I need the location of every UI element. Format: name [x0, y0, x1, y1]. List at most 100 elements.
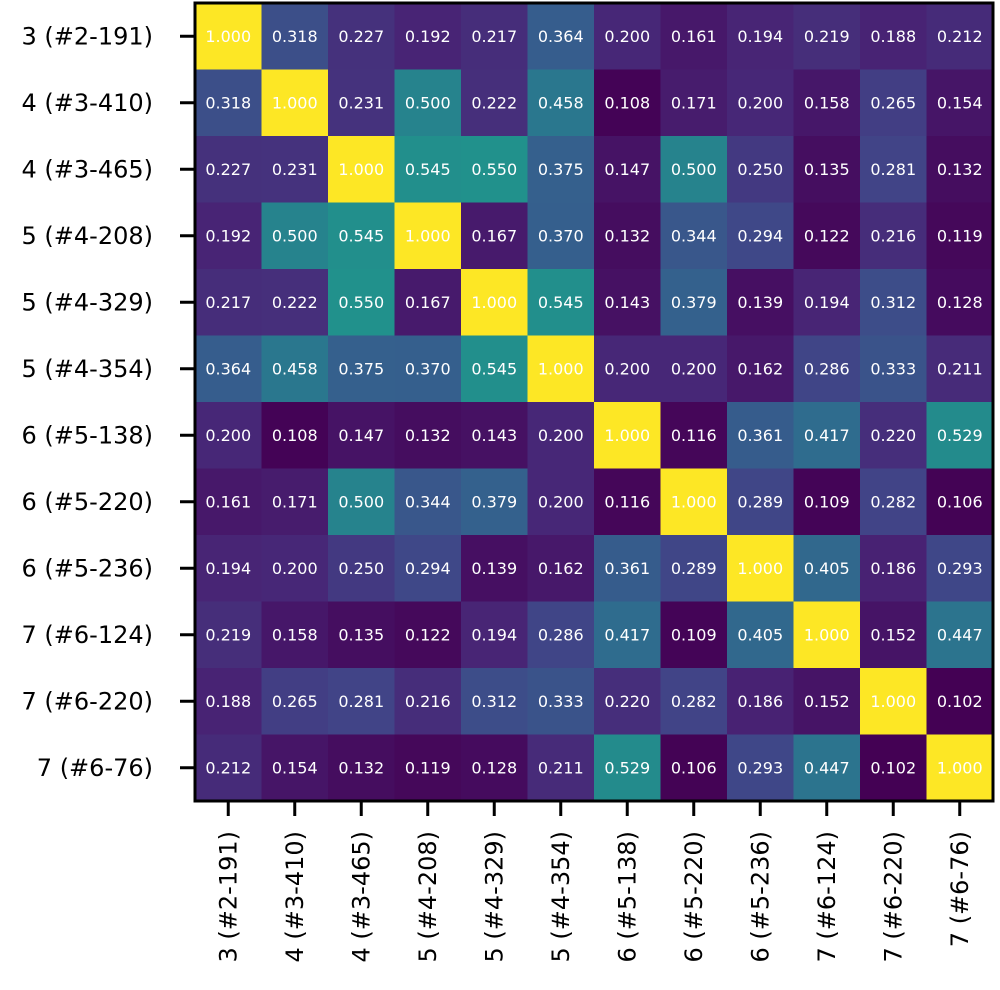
heatmap-cells [195, 3, 994, 802]
cell-value-label: 0.364 [205, 359, 251, 378]
cell-value-label: 0.219 [205, 625, 251, 644]
cell-value-label: 0.217 [471, 27, 517, 46]
heatmap-cell [926, 3, 994, 71]
cell-value-label: 0.212 [205, 758, 251, 777]
heatmap-cell [660, 136, 728, 204]
cell-value-label: 0.102 [937, 692, 983, 711]
heatmap-cell [461, 3, 529, 71]
cell-value-label: 0.161 [205, 492, 251, 511]
heatmap-cell [394, 3, 462, 71]
heatmap-cell [461, 202, 529, 270]
heatmap-cell [860, 535, 928, 603]
cell-value-label: 0.152 [804, 692, 850, 711]
heatmap-cell [195, 601, 263, 669]
x-tick-label: 5 (#4-354) [547, 831, 575, 962]
cell-value-label: 0.188 [205, 692, 251, 711]
heatmap-cell [328, 402, 396, 470]
cell-value-label: 0.171 [272, 492, 318, 511]
heatmap-cell [793, 69, 861, 137]
heatmap-cell [394, 69, 462, 137]
heatmap-cell [793, 535, 861, 603]
cell-value-label: 0.293 [737, 758, 783, 777]
cell-value-label: 0.282 [870, 492, 916, 511]
cell-value-label: 0.405 [737, 625, 783, 644]
heatmap-cell [461, 402, 529, 470]
heatmap-cell [660, 535, 728, 603]
heatmap-cell [727, 601, 795, 669]
heatmap-cell [793, 136, 861, 204]
heatmap-cell [660, 668, 728, 736]
heatmap-cell [394, 668, 462, 736]
x-tick-label: 6 (#5-220) [680, 831, 708, 962]
heatmap-cell [394, 402, 462, 470]
cell-value-label: 0.200 [272, 559, 318, 578]
cell-value-label: 0.119 [405, 758, 451, 777]
cell-value-label: 0.211 [937, 359, 983, 378]
heatmap-cell [261, 734, 329, 802]
cell-value-label: 0.161 [671, 27, 717, 46]
cell-value-label: 0.231 [338, 93, 384, 112]
cell-value-label: 0.375 [338, 359, 384, 378]
cell-value-label: 0.186 [870, 559, 916, 578]
y-tick-label: 7 (#6-76) [37, 754, 153, 782]
cell-value-label: 1.000 [405, 226, 451, 245]
cell-value-label: 0.458 [538, 93, 584, 112]
cell-value-label: 1.000 [471, 293, 517, 312]
heatmap-cell [261, 601, 329, 669]
heatmap-cell [660, 269, 728, 337]
heatmap-cell [793, 335, 861, 403]
cell-value-label: 0.333 [538, 692, 584, 711]
heatmap-cell [195, 3, 263, 71]
x-tick-label: 7 (#6-76) [946, 831, 974, 947]
heatmap-cell [195, 69, 263, 137]
cell-value-label: 0.231 [272, 160, 318, 179]
heatmap-cell [860, 601, 928, 669]
cell-value-label: 1.000 [338, 160, 384, 179]
x-tick-label: 4 (#3-465) [347, 831, 375, 962]
heatmap-cell [261, 668, 329, 736]
heatmap-cell [394, 535, 462, 603]
heatmap-cell [594, 601, 662, 669]
heatmap-cell [195, 468, 263, 536]
y-axis: 3 (#2-191) 4 (#3-410) 4 (#3-465) 5 (#4-208)… [22, 22, 195, 782]
cell-value-label: 0.147 [604, 160, 650, 179]
cell-value-label: 0.312 [870, 293, 916, 312]
y-tick-label: 7 (#6-220) [22, 687, 153, 715]
cell-value-label: 0.293 [937, 559, 983, 578]
cell-value-label: 0.344 [405, 492, 451, 511]
cell-value-label: 0.282 [671, 692, 717, 711]
heatmap-cell [594, 202, 662, 270]
heatmap-cell [860, 468, 928, 536]
heatmap-cell [461, 535, 529, 603]
cell-value-label: 0.545 [471, 359, 517, 378]
cell-value-label: 0.194 [737, 27, 783, 46]
cell-value-label: 0.405 [804, 559, 850, 578]
heatmap-cell [394, 136, 462, 204]
cell-value-label: 0.361 [604, 559, 650, 578]
y-tick-label: 6 (#5-138) [22, 421, 153, 449]
cell-value-label: 0.200 [604, 359, 650, 378]
cell-value-label: 0.167 [405, 293, 451, 312]
heatmap-cell [860, 269, 928, 337]
cell-value-label: 0.447 [937, 625, 983, 644]
heatmap-cell [261, 269, 329, 337]
cell-value-label: 0.500 [272, 226, 318, 245]
heatmap-cell [328, 335, 396, 403]
y-tick-label: 4 (#3-410) [22, 89, 153, 117]
cell-value-label: 0.119 [937, 226, 983, 245]
heatmap-cell [527, 3, 595, 71]
cell-value-label: 0.318 [272, 27, 318, 46]
cell-value-label: 0.361 [737, 426, 783, 445]
cell-value-label: 0.132 [604, 226, 650, 245]
cell-value-label: 1.000 [604, 426, 650, 445]
heatmap-cell [860, 402, 928, 470]
cell-value-label: 0.550 [338, 293, 384, 312]
cell-value-label: 0.500 [671, 160, 717, 179]
heatmap-cell [793, 601, 861, 669]
cell-value-label: 0.447 [804, 758, 850, 777]
heatmap-cell [527, 601, 595, 669]
cell-value-label: 0.171 [671, 93, 717, 112]
cell-value-label: 0.108 [604, 93, 650, 112]
cell-value-label: 0.186 [737, 692, 783, 711]
heatmap-cell [261, 468, 329, 536]
